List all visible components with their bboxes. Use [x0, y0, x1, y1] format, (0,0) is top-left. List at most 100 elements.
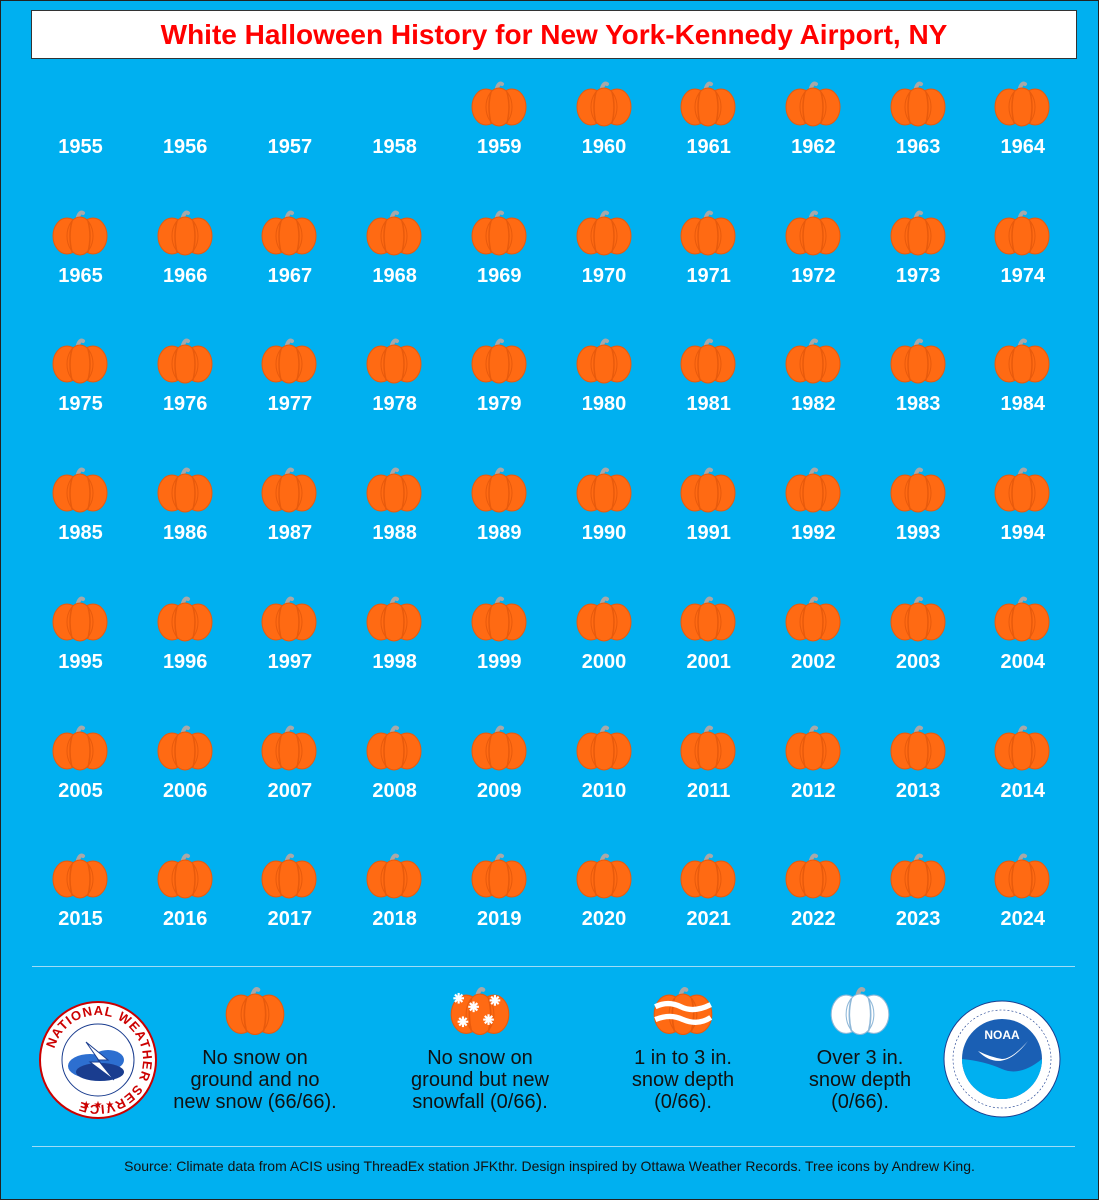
- year-cell-1955: 1955: [28, 78, 133, 188]
- pumpkin-icon: [576, 467, 631, 513]
- year-label: 1964: [1000, 136, 1046, 158]
- pumpkin-icon: [890, 853, 946, 899]
- year-label: 2022: [791, 908, 836, 931]
- year-label: 2011: [686, 779, 731, 802]
- snowflake-pumpkin-icon: [375, 985, 585, 1047]
- year-cell-2008: 2008: [342, 722, 447, 832]
- pumpkin-icon: [471, 81, 527, 127]
- year-label: 1963: [895, 136, 941, 158]
- year-cell-1990: 1990: [552, 464, 657, 574]
- pumpkin-icon: [261, 338, 317, 384]
- year-cell-2001: 2001: [656, 593, 761, 703]
- year-cell-2013: 2013: [866, 722, 971, 832]
- striped-pumpkin-icon: [578, 985, 788, 1047]
- pumpkin-icon: [890, 596, 946, 642]
- year-label: 1962: [791, 136, 836, 158]
- pumpkin-icon: [994, 210, 1050, 256]
- year-cell-2003: 2003: [866, 593, 971, 703]
- separator-bottom: [32, 1146, 1075, 1147]
- pumpkin-icon: [366, 210, 422, 256]
- year-label: 1992: [791, 522, 836, 545]
- pumpkin-icon: [785, 338, 841, 384]
- year-cell-1963: 1963: [866, 78, 971, 188]
- year-label: 1957: [267, 136, 313, 158]
- year-label: 1998: [372, 650, 417, 673]
- year-label: 1990: [581, 522, 627, 545]
- pumpkin-icon: [150, 985, 360, 1047]
- svg-text:★ ★ ★: ★ ★ ★: [82, 1100, 114, 1111]
- year-label: 1961: [686, 136, 731, 158]
- pumpkin-icon: [994, 853, 1050, 899]
- year-label: 2012: [791, 779, 836, 802]
- year-label: 1994: [1000, 522, 1046, 545]
- year-label: 2007: [267, 779, 313, 802]
- year-cell-2017: 2017: [237, 850, 342, 960]
- pumpkin-icon: [994, 467, 1050, 513]
- pumpkin-icon: [890, 210, 946, 256]
- year-cell-2015: 2015: [28, 850, 133, 960]
- legend-label-newsnow: No snow on ground but new snowfall (0/66…: [411, 1047, 549, 1113]
- year-cell-1976: 1976: [133, 335, 238, 445]
- year-cell-1988: 1988: [342, 464, 447, 574]
- pumpkin-icon: [785, 81, 841, 127]
- pumpkin-icon: [261, 210, 317, 256]
- year-cell-2009: 2009: [447, 722, 552, 832]
- pumpkin-icon: [471, 338, 527, 384]
- year-cell-1978: 1978: [342, 335, 447, 445]
- year-cell-1977: 1977: [237, 335, 342, 445]
- year-label: 2014: [1000, 779, 1046, 802]
- year-cell-2007: 2007: [237, 722, 342, 832]
- year-label: 1983: [895, 393, 941, 416]
- year-cell-2002: 2002: [761, 593, 866, 703]
- year-label: 2008: [372, 779, 417, 802]
- year-label: 1976: [162, 393, 208, 416]
- pumpkin-icon: [52, 596, 108, 642]
- year-cell-1989: 1989: [447, 464, 552, 574]
- separator-top: [32, 966, 1075, 967]
- year-cell-1998: 1998: [342, 593, 447, 703]
- pumpkin-icon: [576, 338, 631, 384]
- year-label: 2015: [58, 908, 103, 931]
- year-cell-1969: 1969: [447, 207, 552, 317]
- year-label: 1982: [791, 393, 836, 416]
- year-label: 2000: [581, 650, 627, 673]
- pumpkin-icon: [576, 853, 631, 899]
- pumpkin-icon: [994, 725, 1050, 770]
- year-label: 1999: [477, 650, 522, 673]
- year-cell-1972: 1972: [761, 207, 866, 317]
- pumpkin-icon: [890, 338, 946, 384]
- year-cell-2016: 2016: [133, 850, 238, 960]
- year-grid: 1955 1956 1957 1958 1959 1960 1961 1962 1963 1964…: [28, 78, 1075, 931]
- pumpkin-icon: [680, 81, 736, 127]
- year-label: 1972: [791, 264, 836, 287]
- year-label: 2006: [162, 779, 208, 802]
- year-cell-2018: 2018: [342, 850, 447, 960]
- pumpkin-icon: [471, 467, 527, 513]
- year-label: 1956: [162, 136, 208, 158]
- legend-item-newsnow: No snow on ground but new snowfall (0/66…: [375, 985, 585, 1113]
- year-cell-1980: 1980: [552, 335, 657, 445]
- year-label: 1969: [477, 264, 522, 287]
- pumpkin-icon: [576, 725, 631, 770]
- year-cell-1971: 1971: [656, 207, 761, 317]
- pumpkin-icon: [890, 467, 946, 513]
- year-label: 1977: [267, 393, 313, 416]
- pumpkin-icon: [785, 467, 841, 513]
- year-cell-1979: 1979: [447, 335, 552, 445]
- source-note: Source: Climate data from ACIS using Thr…: [124, 1158, 975, 1174]
- year-cell-1993: 1993: [866, 464, 971, 574]
- year-cell-1986: 1986: [133, 464, 238, 574]
- pumpkin-icon: [157, 210, 213, 256]
- year-label: 1985: [58, 522, 103, 545]
- year-label: 1996: [162, 650, 208, 673]
- year-label: 1975: [58, 393, 103, 416]
- pumpkin-icon: [52, 853, 108, 899]
- year-label: 2005: [58, 779, 103, 802]
- year-cell-1994: 1994: [970, 464, 1075, 574]
- year-label: 2021: [686, 908, 731, 931]
- year-cell-2024: 2024: [970, 850, 1075, 960]
- year-cell-2004: 2004: [970, 593, 1075, 703]
- year-label: 1959: [477, 136, 522, 158]
- pumpkin-icon: [576, 81, 631, 127]
- year-cell-1958: 1958: [342, 78, 447, 188]
